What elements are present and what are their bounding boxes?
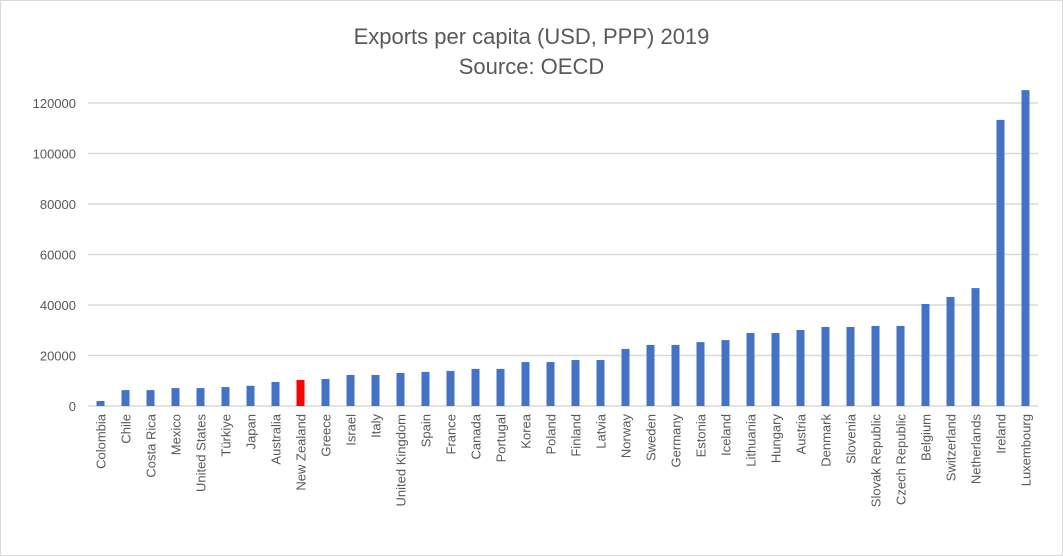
x-tick-label: Greece	[319, 414, 334, 457]
bar-denmark	[821, 326, 830, 406]
x-tick-label: Colombia	[94, 413, 109, 469]
bar-poland	[546, 362, 555, 406]
bar-israel	[346, 374, 355, 406]
bar-new-zealand	[296, 379, 305, 406]
y-tick-label: 0	[69, 399, 76, 414]
bar-costa-rica	[146, 390, 155, 406]
chart-title: Exports per capita (USD, PPP) 2019	[353, 24, 710, 49]
x-tick-label: Costa Rica	[144, 413, 159, 477]
x-tick-label: Finland	[569, 414, 584, 457]
x-tick-label: Netherlands	[969, 414, 984, 485]
bar-switzerland	[946, 296, 955, 406]
bar-italy	[371, 374, 380, 406]
x-tick-label: Ireland	[994, 414, 1009, 454]
x-tick-label: Sweden	[644, 414, 659, 461]
bar-portugal	[496, 368, 505, 406]
bar-austria	[796, 329, 805, 406]
x-tick-label: Latvia	[594, 413, 609, 448]
bar-colombia	[96, 400, 105, 406]
bar-hungary	[771, 333, 780, 406]
x-tick-label: Denmark	[819, 414, 834, 467]
x-tick-label: Israel	[344, 414, 359, 446]
x-tick-label: Czech Republic	[894, 414, 909, 506]
x-tick-label: Norway	[619, 414, 634, 459]
chart-subtitle: Source: OECD	[458, 54, 605, 79]
x-tick-label: Japan	[244, 414, 259, 449]
x-tick-label: Poland	[544, 414, 559, 454]
x-tick-label: Germany	[669, 414, 684, 468]
x-axis-labels: Colombia Chile Costa Rica Mexico United Stat…	[94, 413, 1034, 507]
bar-united-kingdom	[396, 372, 405, 406]
bar-mexico	[171, 388, 180, 406]
x-tick-label: Türkiye	[219, 414, 234, 457]
bar-greece	[321, 378, 330, 406]
bar-spain	[421, 371, 430, 406]
bar-czech-republic	[896, 325, 905, 406]
bar-ireland	[996, 119, 1005, 406]
bar-canada	[471, 368, 480, 406]
bar-sweden	[646, 344, 655, 406]
gridlines	[88, 102, 1038, 407]
bar-chile	[121, 390, 130, 406]
bar-germany	[671, 344, 680, 406]
x-tick-label: Lithuania	[744, 413, 759, 467]
x-tick-label: United States	[194, 414, 209, 493]
y-tick-label: 20000	[40, 349, 76, 364]
y-axis-ticks: 0 20000 40000 60000 80000 100000 120000	[33, 96, 76, 414]
x-tick-label: Estonia	[694, 413, 709, 457]
bar-slovenia	[846, 326, 855, 406]
x-tick-label: Switzerland	[944, 414, 959, 481]
y-tick-label: 40000	[40, 298, 76, 313]
bar-netherlands	[971, 288, 980, 406]
bar-belgium	[921, 303, 930, 406]
y-tick-label: 100000	[33, 147, 76, 162]
bar-slovak-republic	[871, 325, 880, 406]
x-tick-label: United Kingdom	[394, 414, 409, 507]
x-tick-label: Luxembourg	[1019, 414, 1034, 486]
x-tick-label: Mexico	[169, 414, 184, 455]
y-tick-label: 80000	[40, 197, 76, 212]
chart-title-block: Exports per capita (USD, PPP) 2019 Sourc…	[0, 22, 1063, 82]
x-tick-label: Spain	[419, 414, 434, 447]
x-tick-label: Australia	[269, 413, 284, 464]
bar-united-states	[196, 388, 205, 406]
x-tick-label: New Zealand	[294, 414, 309, 491]
x-tick-label: Belgium	[919, 414, 934, 461]
bar-finland	[571, 360, 580, 406]
bar-luxembourg	[1021, 90, 1030, 406]
y-tick-label: 120000	[33, 96, 76, 111]
bar-france	[446, 370, 455, 406]
bar-korea	[521, 362, 530, 406]
x-tick-label: Austria	[794, 413, 809, 454]
bar-norway	[621, 348, 630, 406]
x-tick-label: Korea	[519, 413, 534, 448]
x-tick-label: Canada	[469, 413, 484, 459]
bar-japan	[246, 385, 255, 406]
bar-estonia	[696, 342, 705, 406]
bar-australia	[271, 382, 280, 406]
x-tick-label: Portugal	[494, 414, 509, 463]
y-tick-label: 60000	[40, 248, 76, 263]
bar-iceland	[721, 340, 730, 406]
x-tick-label: Iceland	[719, 414, 734, 456]
x-tick-label: Slovenia	[844, 413, 859, 464]
x-tick-label: Italy	[369, 414, 384, 438]
x-tick-label: Slovak Republic	[869, 414, 884, 508]
bars	[96, 90, 1030, 406]
x-tick-label: Hungary	[769, 414, 784, 464]
x-tick-label: France	[444, 414, 459, 454]
bar-lithuania	[746, 333, 755, 406]
bar-latvia	[596, 360, 605, 406]
x-tick-label: Chile	[119, 414, 134, 444]
bar-t-rkiye	[221, 387, 230, 406]
